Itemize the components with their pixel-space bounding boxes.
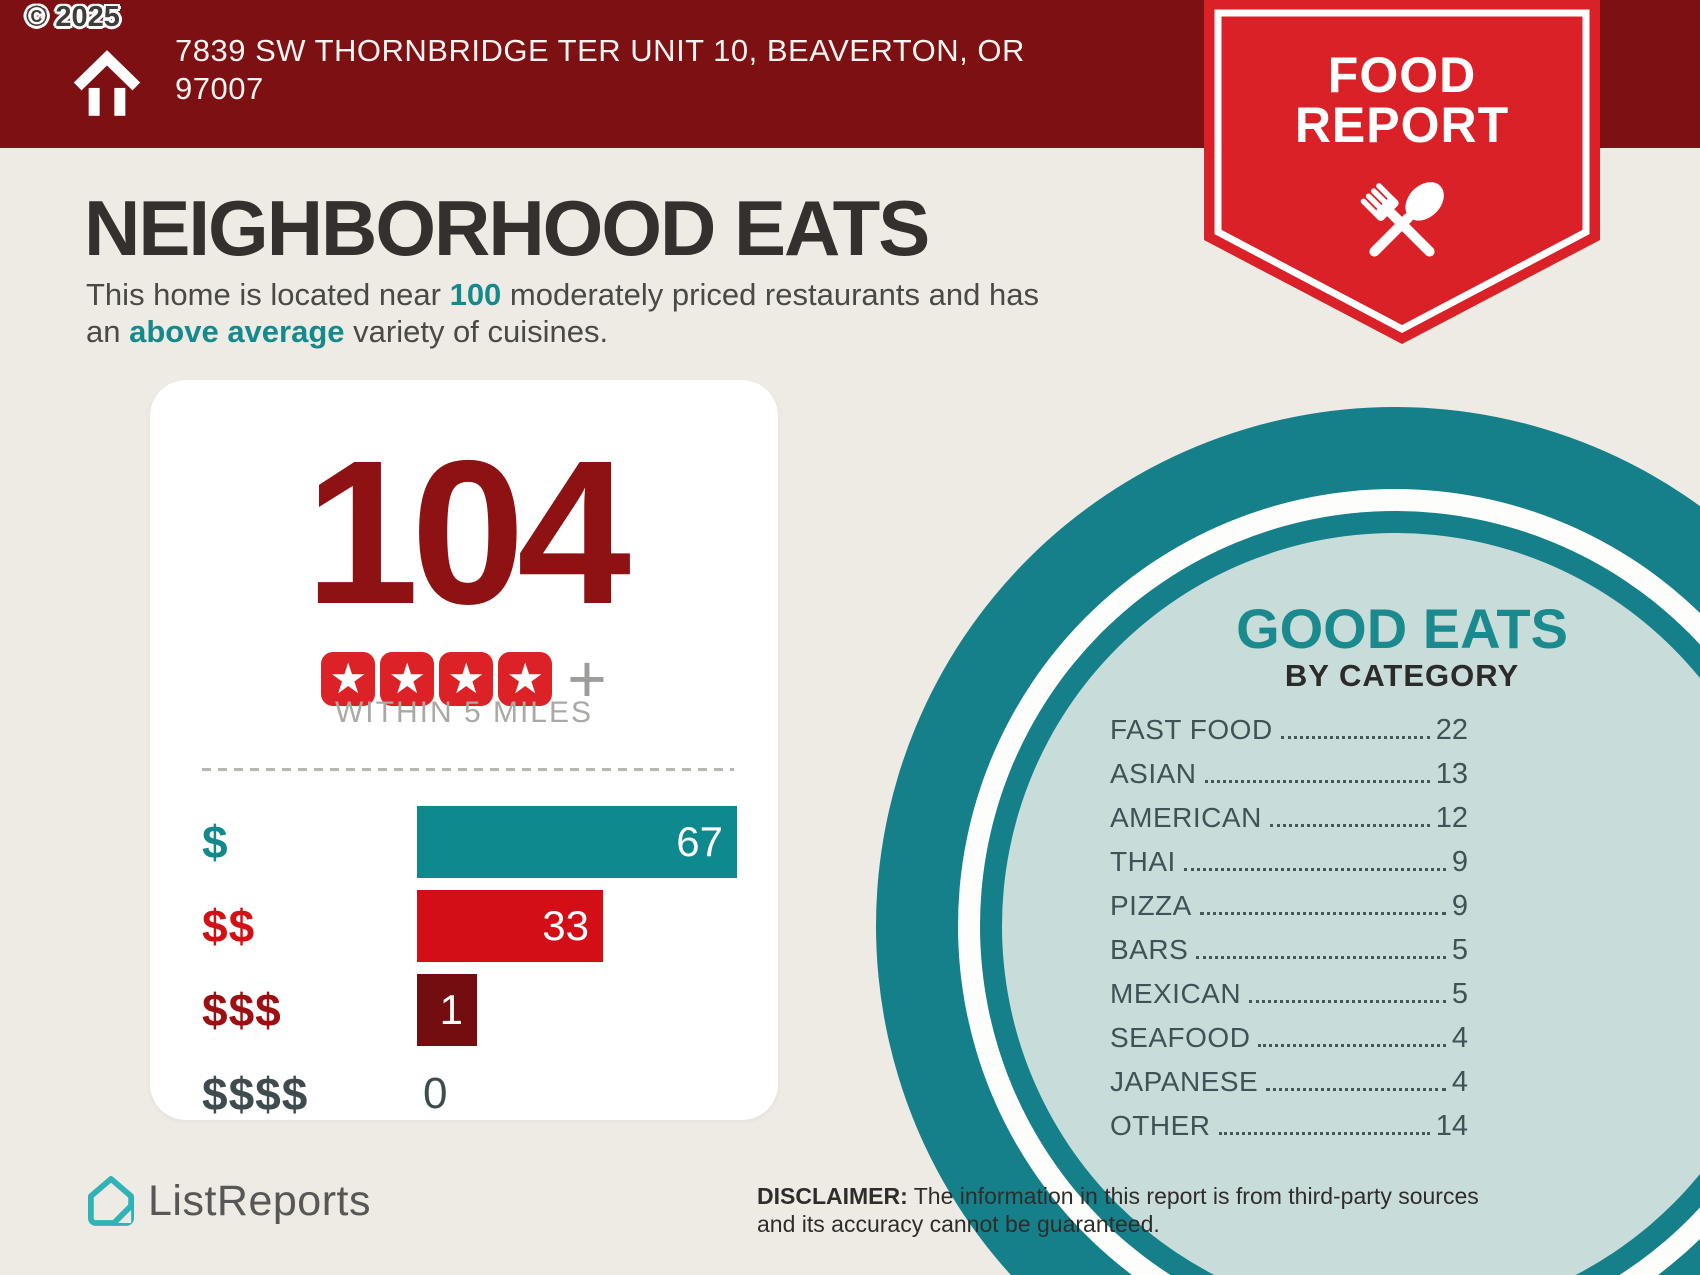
price-tier-bar: 1 — [417, 974, 477, 1046]
price-tier-label: $$$ — [202, 984, 282, 1036]
listreports-logo: ListReports — [88, 1176, 371, 1226]
property-address: 7839 SW THORNBRIDGE TER UNIT 10, BEAVERT… — [175, 32, 1075, 108]
category-value: 12 — [1435, 802, 1468, 834]
dotted-leader — [1280, 736, 1430, 739]
category-row: ASIAN 13 — [1110, 758, 1468, 802]
ribbon-line-1: FOOD — [1328, 47, 1476, 103]
dotted-leader — [1199, 912, 1446, 915]
dotted-leader — [1204, 780, 1430, 783]
category-value: 22 — [1435, 714, 1468, 746]
dashed-divider — [202, 768, 734, 771]
good-eats-circle-fill — [1002, 533, 1700, 1275]
category-row: OTHER 14 — [1110, 1110, 1468, 1154]
category-row: JAPANESE 4 — [1110, 1066, 1468, 1110]
category-row: FAST FOOD 22 — [1110, 714, 1468, 758]
category-label: ASIAN — [1110, 758, 1197, 789]
listreports-house-icon — [88, 1176, 134, 1226]
price-tier-value: 67 — [676, 818, 723, 865]
price-tier-bar: 33 — [417, 890, 603, 962]
price-tier-row: $$$ 1 — [202, 974, 742, 1046]
price-tier-bar: 67 — [417, 806, 737, 878]
good-eats-title: GOOD EATS — [1236, 597, 1568, 660]
price-tier-label: $$ — [202, 900, 256, 952]
star-glyph: ★ — [329, 654, 367, 703]
category-row: BARS 5 — [1110, 934, 1468, 978]
price-tier-value: 1 — [439, 986, 463, 1033]
subtitle-text: moderately priced restaurants and has an — [86, 277, 1039, 349]
price-tier-value: 33 — [542, 902, 589, 949]
disclaimer: DISCLAIMER: The information in this repo… — [757, 1182, 1487, 1238]
dotted-leader — [1266, 1088, 1446, 1091]
plus-icon: + — [567, 641, 607, 717]
star-icon: ★ — [321, 652, 376, 706]
category-value: 14 — [1435, 1110, 1468, 1142]
category-value: 4 — [1451, 1022, 1468, 1054]
category-label: BARS — [1110, 934, 1189, 965]
dotted-leader — [1196, 956, 1446, 959]
category-value: 5 — [1451, 934, 1468, 966]
page-subtitle: This home is located near 100 moderately… — [86, 276, 1081, 350]
price-tier-chart: $67 $$ 33 $$$ 1 $$$$ 0 — [202, 806, 742, 1142]
price-tier-label: $ — [202, 816, 229, 868]
disclaimer-label: DISCLAIMER: — [757, 1183, 908, 1209]
restaurant-stats-card: 104 ★ ★ ★ ★ + WITHIN 5 MILES $67 $$ 33 $$$ 1 $$$$… — [150, 380, 778, 1120]
category-value: 9 — [1451, 846, 1468, 878]
category-label: THAI — [1110, 846, 1176, 877]
category-list: FAST FOOD 22 ASIAN 13 AMERICAN 12 THAI 9 PIZZA 9 B… — [1110, 714, 1468, 1154]
category-label: FAST FOOD — [1110, 714, 1273, 745]
category-row: SEAFOOD 4 — [1110, 1022, 1468, 1066]
category-value: 13 — [1435, 758, 1468, 790]
subtitle-text: This home is located near — [86, 277, 450, 312]
food-report-ribbon: FOOD REPORT — [1204, 0, 1600, 344]
page-title: NEIGHBORHOOD EATS — [84, 184, 930, 272]
category-label: MEXICAN — [1110, 978, 1242, 1009]
category-label: AMERICAN — [1110, 802, 1262, 833]
address-line-2: 97007 — [175, 71, 264, 106]
price-tier-row: $$ 33 — [202, 890, 742, 962]
dotted-leader — [1269, 824, 1430, 827]
subtitle-text: variety of cuisines. — [344, 314, 609, 349]
copyright-text: © 2025 — [26, 1, 120, 33]
category-value: 5 — [1451, 978, 1468, 1010]
address-line-1: 7839 SW THORNBRIDGE TER UNIT 10, BEAVERT… — [175, 33, 1025, 68]
star-icon: ★ — [498, 652, 553, 706]
price-tier-value: 0 — [423, 1069, 448, 1118]
disclaimer-text: The information in this report is from t… — [757, 1183, 1479, 1237]
home-icon — [74, 50, 140, 116]
good-eats-subtitle: BY CATEGORY — [1284, 658, 1520, 693]
star-glyph: ★ — [506, 654, 544, 703]
price-tier-label: $$$$ — [202, 1068, 309, 1120]
star-icon: ★ — [380, 652, 435, 706]
restaurant-count: 104 — [304, 418, 631, 647]
category-label: OTHER — [1110, 1110, 1211, 1141]
star-rating: ★ ★ ★ ★ + — [150, 641, 778, 717]
crossed-spoon-fork-icon — [1360, 182, 1444, 257]
star-glyph: ★ — [447, 654, 485, 703]
dotted-leader — [1183, 868, 1446, 871]
price-tier-row: $67 — [202, 806, 742, 878]
dotted-leader — [1218, 1132, 1430, 1135]
category-label: JAPANESE — [1110, 1066, 1259, 1097]
dotted-leader — [1258, 1044, 1446, 1047]
star-icon: ★ — [439, 652, 494, 706]
category-row: AMERICAN 12 — [1110, 802, 1468, 846]
subtitle-variety-highlight: above average — [129, 314, 345, 349]
ribbon-line-2: REPORT — [1295, 97, 1509, 153]
radius-label: WITHIN 5 MILES — [334, 696, 594, 729]
price-tier-row: $$$$ 0 — [202, 1058, 742, 1130]
category-value: 9 — [1451, 890, 1468, 922]
category-value: 4 — [1451, 1066, 1468, 1098]
category-row: MEXICAN 5 — [1110, 978, 1468, 1022]
category-label: SEAFOOD — [1110, 1022, 1251, 1053]
subtitle-count-highlight: 100 — [449, 277, 502, 312]
category-label: PIZZA — [1110, 890, 1192, 921]
category-row: PIZZA 9 — [1110, 890, 1468, 934]
category-row: THAI 9 — [1110, 846, 1468, 890]
dotted-leader — [1249, 1000, 1446, 1003]
star-glyph: ★ — [388, 654, 426, 703]
listreports-wordmark: ListReports — [148, 1176, 371, 1225]
